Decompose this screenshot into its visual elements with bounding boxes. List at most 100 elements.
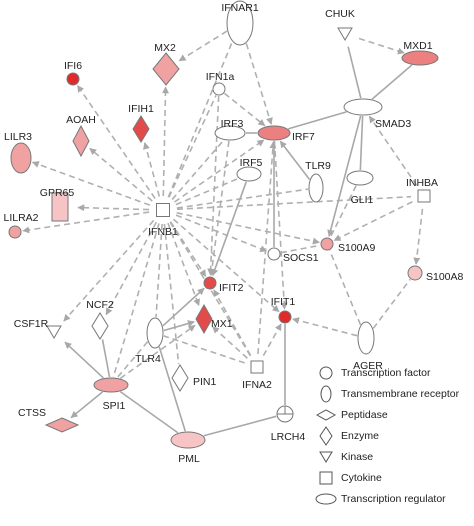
edge-ifn1a-to-irf7 bbox=[223, 92, 266, 127]
node-label-tlr9: TLR9 bbox=[305, 160, 331, 172]
node-pin1-enzyme[interactable] bbox=[171, 364, 189, 392]
edge-ifnb1-to-socs1 bbox=[175, 214, 268, 252]
node-mxd1-transcription-regulator[interactable] bbox=[401, 50, 439, 66]
edge-ifnb1-to-ncf2 bbox=[105, 221, 158, 316]
node-pml-transcription-regulator[interactable] bbox=[170, 431, 206, 449]
legend-label-enzyme: Enzyme bbox=[341, 430, 379, 442]
node-label-mx1: MX1 bbox=[211, 318, 233, 330]
node-spi1-transcription-regulator[interactable] bbox=[93, 377, 129, 393]
edge-tlr4-to-mx1 bbox=[163, 320, 195, 332]
node-ifit2-other[interactable] bbox=[203, 276, 217, 290]
node-s100a9-other[interactable] bbox=[320, 237, 334, 251]
node-label-gli1: GLI1 bbox=[351, 194, 374, 206]
node-ifna2-cytokine[interactable] bbox=[250, 360, 264, 374]
node-lilrb3-transmembrane-receptor[interactable] bbox=[10, 142, 32, 174]
legend-label-peptidase: Peptidase bbox=[341, 409, 388, 421]
edge-irf3-to-ifit2 bbox=[208, 140, 230, 276]
legend-wide-ellipse-icon bbox=[315, 493, 337, 505]
node-ifih1-enzyme[interactable] bbox=[132, 115, 150, 143]
legend-wide-diamond-icon bbox=[315, 409, 337, 421]
edge-tlr4-to-ifit2 bbox=[162, 287, 205, 327]
node-s100a8-other[interactable] bbox=[407, 265, 423, 281]
edge-spi1-to-csf1r bbox=[64, 341, 104, 379]
node-mx1-enzyme[interactable] bbox=[195, 303, 213, 335]
node-ncf2-enzyme[interactable] bbox=[91, 312, 109, 340]
node-label-ifih1: IFIH1 bbox=[128, 103, 154, 115]
edge-socs1-to-s100a9 bbox=[280, 244, 321, 254]
edge-ifnb1-to-tlr4 bbox=[155, 223, 163, 318]
legend-label-transcription-factor: Transcription factor bbox=[341, 367, 431, 379]
node-label-spi1: SPI1 bbox=[103, 400, 126, 412]
node-socs1-other[interactable] bbox=[267, 247, 281, 261]
node-irf5-transcription-regulator[interactable] bbox=[236, 166, 262, 182]
edge-ifnb1-to-mx2 bbox=[161, 86, 169, 197]
nodes-layer bbox=[8, 0, 439, 449]
node-csf1r-kinase[interactable] bbox=[46, 325, 62, 339]
node-label-lrch4: LRCH4 bbox=[271, 431, 306, 443]
labels-layer: IFNAR1 CHUK MX2 MXD1 IFI6 IFN1a IFIH1 SMAD3 AOAH… bbox=[3, 2, 463, 465]
edge-smad3-to-gli1 bbox=[359, 115, 364, 171]
node-irf7-transcription-regulator[interactable] bbox=[257, 125, 291, 141]
edge-ifnb1-to-gpr65 bbox=[77, 204, 150, 212]
edge-ifna2-to-irf7 bbox=[257, 141, 277, 355]
legend-label-transmembrane-receptor: Transmembrane receptor bbox=[341, 388, 460, 400]
edge-ifnb1-to-lilra2 bbox=[22, 211, 150, 234]
node-ifnb1-cytokine[interactable] bbox=[156, 203, 170, 217]
node-tlr4-transmembrane-receptor[interactable] bbox=[146, 317, 164, 349]
node-label-ager: AGER bbox=[353, 360, 383, 372]
node-irf3-transcription-regulator[interactable] bbox=[214, 125, 246, 141]
edge-tlr9-to-irf7 bbox=[279, 140, 311, 181]
node-gli1-transcription-regulator[interactable] bbox=[346, 170, 374, 186]
edge-ifnb1-to-ifit1 bbox=[172, 218, 280, 313]
node-ifnar1-transmembrane-receptor[interactable] bbox=[226, 0, 254, 46]
edge-smad3-to-mxd1 bbox=[371, 64, 413, 100]
edge-ifna2-to-tlr4 bbox=[163, 335, 245, 364]
node-label-ifit1: IFIT1 bbox=[271, 296, 296, 308]
node-mx2-peptidase[interactable] bbox=[152, 52, 180, 86]
edge-tlr4-to-spi1 bbox=[116, 341, 149, 379]
legend-triangle-icon bbox=[319, 451, 333, 463]
edge-ifnb1-to-ifn1a bbox=[168, 95, 217, 198]
edge-ifnar1-to-mx2 bbox=[178, 30, 228, 62]
node-lilra2-other[interactable] bbox=[8, 225, 22, 239]
edge-ifnb1-to-ifna2 bbox=[169, 221, 252, 357]
node-ifn1a-other[interactable] bbox=[212, 82, 226, 96]
edge-ifna2-to-ifit2 bbox=[213, 289, 252, 357]
edge-tlr4-to-pml bbox=[158, 346, 187, 432]
node-chuk-kinase[interactable] bbox=[337, 27, 353, 41]
edge-ager-to-s100a9 bbox=[328, 250, 362, 326]
node-ager-transmembrane-receptor[interactable] bbox=[357, 321, 375, 355]
node-tlr9-transmembrane-receptor[interactable] bbox=[308, 173, 324, 203]
legend-tall-diamond-icon bbox=[319, 426, 333, 446]
node-label-socs1: SOCS1 bbox=[283, 252, 319, 264]
node-label-chuk: CHUK bbox=[325, 8, 355, 20]
legend: Transcription factor Transmembrane recept… bbox=[315, 366, 460, 505]
node-smad3-transcription-regulator[interactable] bbox=[343, 98, 383, 116]
edge-ager-to-ifit1 bbox=[292, 317, 358, 337]
node-aoah-enzyme[interactable] bbox=[72, 124, 90, 158]
legend-label-kinase: Kinase bbox=[341, 451, 373, 463]
legend-square-icon bbox=[319, 471, 333, 485]
edge-chuk-to-smad3 bbox=[347, 46, 362, 99]
edge-ifnb1-to-s100a9 bbox=[176, 212, 320, 245]
node-inhba-cytokine[interactable] bbox=[417, 189, 431, 203]
edge-ifnb1-to-irf3 bbox=[171, 139, 225, 200]
node-label-ifnar1: IFNAR1 bbox=[221, 2, 259, 14]
edge-smad3-to-irf7 bbox=[288, 111, 347, 130]
edge-irf5-to-ifit2 bbox=[211, 181, 247, 277]
node-label-pin1: PIN1 bbox=[193, 376, 217, 388]
node-ctss-peptidase[interactable] bbox=[44, 417, 80, 433]
node-gpr65-g-protein-receptor[interactable] bbox=[51, 192, 69, 222]
edge-ifna2-to-mx1 bbox=[212, 326, 248, 359]
node-label-mxd1: MXD1 bbox=[403, 40, 432, 52]
node-ifit1-other[interactable] bbox=[278, 310, 292, 324]
edge-ifnb1-to-ifit2 bbox=[169, 221, 207, 277]
node-label-ifi6: IFI6 bbox=[64, 60, 82, 72]
edge-spi1-to-ncf2 bbox=[101, 339, 111, 378]
node-label-aoah: AOAH bbox=[66, 114, 96, 126]
legend-label-cytokine: Cytokine bbox=[341, 472, 382, 484]
node-ifi6-other[interactable] bbox=[66, 72, 80, 86]
edge-spi1-to-mx1 bbox=[119, 324, 196, 380]
edge-spi1-to-ctss bbox=[70, 391, 104, 419]
node-label-s100a9: S100A9 bbox=[338, 242, 376, 254]
